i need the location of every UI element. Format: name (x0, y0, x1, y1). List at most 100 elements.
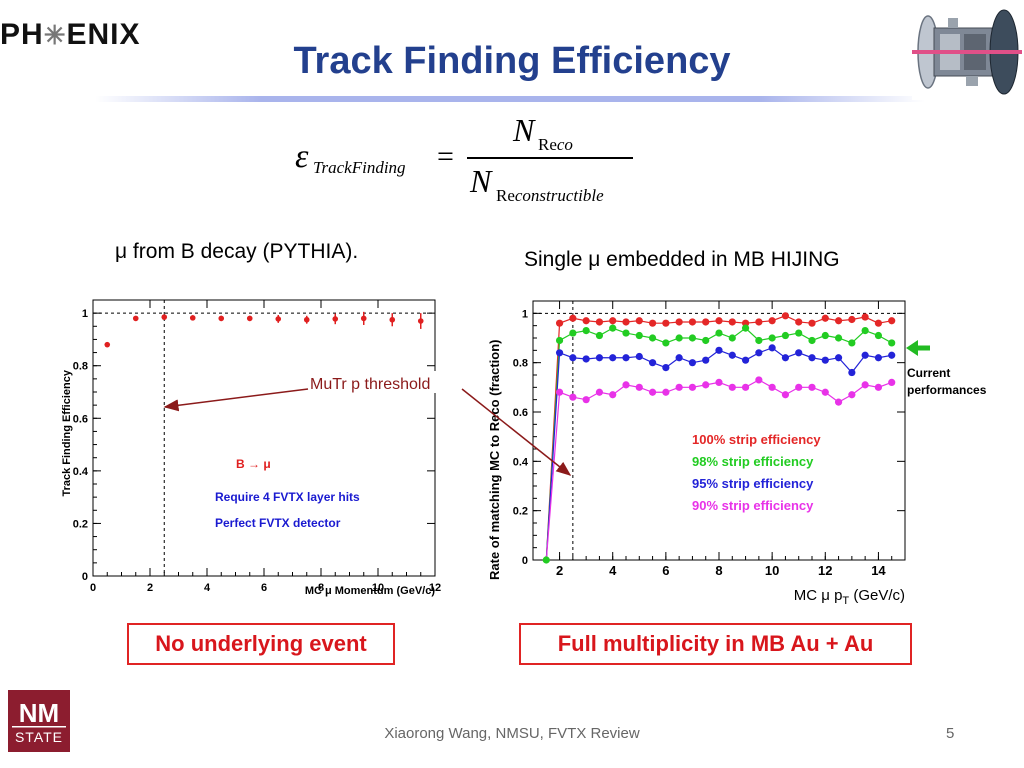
left-chart-heading: μ from B decay (PYTHIA). (115, 240, 359, 263)
left-ytick-label: 0 (82, 571, 88, 583)
left-xtick-label: 2 (147, 582, 153, 594)
left-decay-label: B → μ (236, 457, 271, 471)
page-title: Track Finding Efficiency (293, 40, 731, 82)
right-data-point-3 (648, 388, 657, 396)
right-data-point-0 (821, 314, 829, 322)
right-data-point-0 (768, 317, 776, 325)
left-data-point (132, 315, 139, 322)
right-data-point-3 (582, 396, 590, 404)
right-data-point-3 (675, 383, 683, 391)
right-xtick-label: 6 (662, 563, 669, 578)
left-xtick-label: 0 (90, 582, 96, 594)
current-performance-arrow-head (906, 340, 918, 356)
right-data-point-1 (781, 331, 790, 340)
phenix-star-icon: ✳ (43, 20, 67, 50)
right-data-point-1 (755, 336, 763, 345)
right-data-point-3 (795, 383, 803, 391)
right-xtick-label: 4 (609, 563, 617, 578)
chart-overlays: MuTr p threshold (163, 371, 572, 476)
left-data-point (104, 341, 111, 348)
current-label-line2: performances (907, 383, 987, 397)
left-data-point (389, 316, 396, 323)
right-data-point-1 (795, 329, 803, 337)
right-data-point-2 (675, 354, 683, 362)
right-data-point-2 (555, 349, 564, 357)
right-data-point-2 (569, 354, 577, 362)
right-data-point-1 (702, 336, 710, 345)
right-data-point-0 (755, 318, 763, 326)
right-data-point-3 (569, 393, 577, 401)
right-data-point-1 (555, 336, 564, 345)
right-data-point-1 (861, 327, 869, 335)
right-data-point-1 (595, 331, 604, 340)
right-ytick-label: 0.6 (513, 407, 528, 419)
right-data-point-2 (768, 344, 776, 352)
right-data-point-3 (715, 378, 723, 386)
left-data-point (360, 315, 367, 322)
nm-state-logo: NM STATE (8, 690, 70, 752)
right-data-point-0 (702, 318, 710, 326)
right-data-point-1 (662, 339, 670, 347)
left-data-point (303, 316, 310, 323)
right-data-point-1 (635, 331, 643, 340)
right-data-point-3 (741, 383, 750, 391)
right-data-point-0 (874, 319, 883, 327)
right-data-point-0 (595, 318, 604, 326)
right-data-point-1 (874, 331, 883, 340)
left-note-perfect: Perfect FVTX detector (215, 516, 341, 530)
right-origin-point (542, 556, 550, 564)
left-data-point (332, 316, 339, 322)
right-data-point-0 (609, 317, 617, 325)
right-data-point-0 (635, 317, 643, 325)
right-data-point-3 (728, 383, 736, 391)
right-chart-heading: Single μ embedded in MB HIJING (524, 248, 840, 271)
right-data-point-2 (635, 352, 643, 361)
right-data-point-0 (861, 313, 869, 321)
right-data-point-3 (595, 388, 604, 396)
left-xtick-label: 8 (318, 582, 324, 594)
right-data-point-1 (715, 329, 723, 337)
right-data-point-0 (848, 315, 856, 324)
equation-lhs-subscript: TrackFinding (313, 158, 406, 177)
right-xtick-label: 8 (715, 563, 722, 578)
threshold-arrow-right (461, 388, 572, 476)
right-data-point-2 (728, 351, 736, 359)
right-data-point-1 (821, 331, 829, 340)
threshold-label-bg (306, 371, 458, 393)
phenix-logo-left: PH (0, 18, 44, 51)
right-data-point-3 (821, 388, 829, 396)
threshold-label: MuTr p threshold (310, 376, 430, 393)
right-data-point-2 (595, 354, 604, 362)
right-data-point-1 (888, 339, 896, 347)
right-data-point-0 (688, 318, 697, 326)
equation-numerator-subscript: Reco (538, 135, 573, 155)
right-data-point-3 (609, 391, 617, 399)
right-data-point-1 (848, 339, 856, 347)
right-data-point-3 (555, 388, 564, 396)
left-data-point (246, 315, 253, 322)
left-note-require: Require 4 FVTX layer hits (215, 490, 360, 504)
left-xtick-label: 12 (429, 582, 441, 594)
right-data-point-0 (662, 319, 670, 327)
right-data-point-3 (861, 381, 869, 389)
right-ytick-label: 0.2 (513, 506, 528, 518)
right-data-point-2 (808, 354, 816, 362)
equation-fraction-line (467, 157, 633, 159)
right-xlabel-unit: (GeV/c) (849, 587, 905, 604)
right-data-point-0 (795, 318, 803, 326)
right-data-point-2 (715, 346, 723, 354)
right-data-point-1 (675, 334, 683, 342)
right-data-point-2 (834, 354, 843, 362)
right-legend-entry: 90% strip efficiency (692, 498, 814, 513)
right-ytick-label: 0.4 (513, 456, 529, 468)
right-ytick-label: 0 (522, 555, 528, 567)
right-data-point-2 (741, 356, 750, 364)
right-data-point-0 (555, 319, 564, 327)
left-ytick-label: 0.4 (73, 466, 89, 478)
right-data-point-1 (808, 336, 816, 345)
right-ytick-label: 1 (522, 308, 528, 320)
right-data-point-2 (622, 354, 630, 362)
threshold-arrow-left (163, 388, 309, 412)
right-xlabel-main: MC μ p (794, 587, 843, 604)
